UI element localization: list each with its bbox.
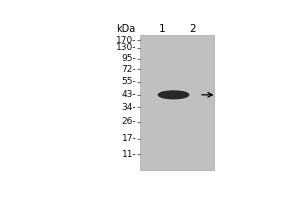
Text: 130-: 130- — [116, 43, 136, 52]
Text: 72-: 72- — [122, 65, 136, 74]
Text: 2: 2 — [189, 24, 195, 34]
Text: kDa: kDa — [116, 24, 136, 34]
Text: 95-: 95- — [122, 54, 136, 63]
Ellipse shape — [158, 91, 189, 99]
Text: 43-: 43- — [122, 90, 136, 99]
Text: 11-: 11- — [122, 150, 136, 159]
Text: 170-: 170- — [116, 36, 136, 45]
Text: 34-: 34- — [122, 103, 136, 112]
FancyBboxPatch shape — [140, 35, 214, 170]
Text: 17-: 17- — [122, 134, 136, 143]
Text: 26-: 26- — [122, 117, 136, 126]
Text: 1: 1 — [159, 24, 165, 34]
Text: 55-: 55- — [122, 77, 136, 86]
